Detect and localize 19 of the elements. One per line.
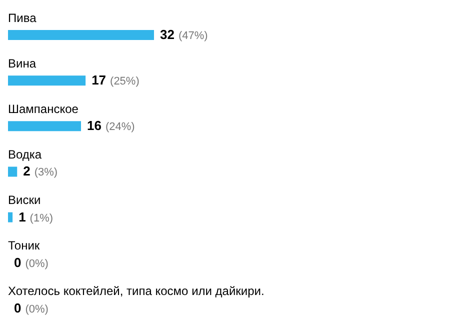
bar — [8, 121, 81, 132]
data-label: 32 (47%) — [160, 27, 208, 42]
y-tick-label: Вина — [8, 56, 36, 70]
y-tick-label: Шампанское — [8, 102, 79, 116]
data-label: 16 (24%) — [87, 118, 135, 134]
y-tick-label: Виски — [8, 193, 41, 208]
data-label: 1 (1%) — [18, 209, 54, 224]
data-label: 2 (3%) — [23, 164, 58, 179]
bar — [8, 30, 154, 40]
y-tick-label: Тоник — [8, 238, 40, 253]
bar — [8, 212, 13, 222]
y-tick-label: Водка — [8, 148, 42, 162]
bar — [8, 166, 18, 177]
bar — [8, 76, 86, 86]
y-tick-label: Хотелось коктейлей, типа космо или дайкири. — [8, 284, 264, 298]
data-label: 17 (25%) — [92, 72, 140, 88]
data-label: 0 (0%) — [14, 254, 48, 270]
data-label: 0 (0%) — [14, 300, 48, 316]
y-tick-label: Пива — [8, 10, 37, 25]
